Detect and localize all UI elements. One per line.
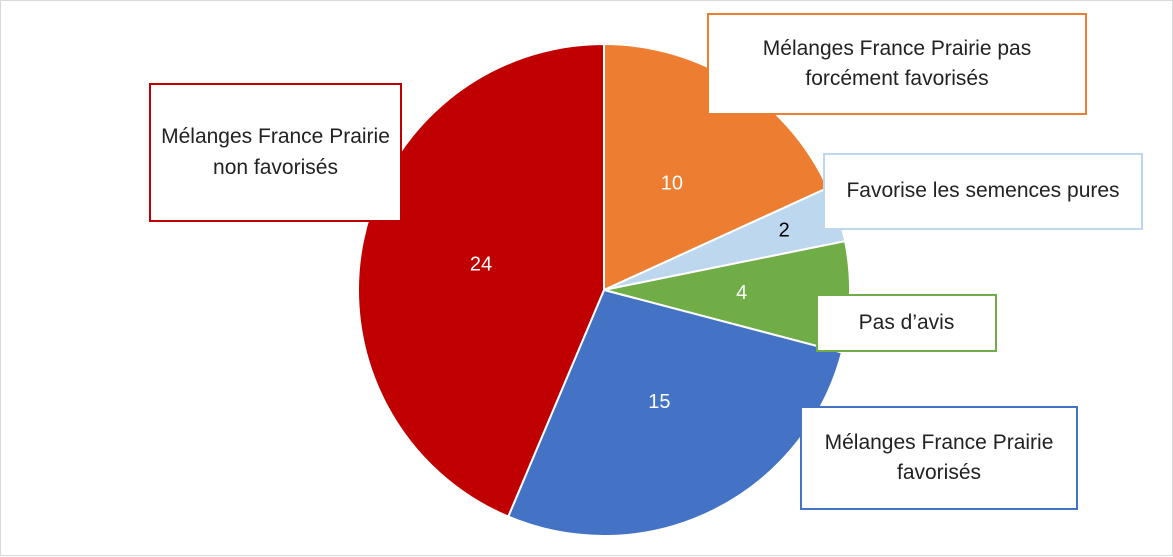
slice-value-label: 24 xyxy=(470,253,492,275)
slice-value-label: 10 xyxy=(661,173,683,195)
slice-value-label: 15 xyxy=(648,391,670,413)
slice-value-label: 4 xyxy=(736,282,747,304)
pie-slice xyxy=(357,42,605,518)
pie-slice xyxy=(506,288,844,537)
category-callout: Mélanges France Prairie favorisés xyxy=(800,406,1078,510)
category-callout: Pas d’avis xyxy=(816,294,997,352)
slice-value-label: 2 xyxy=(779,220,790,242)
category-callout: Mélanges France Prairie pas forcément fa… xyxy=(707,13,1087,115)
category-callout: Mélanges France Prairie non favorisés xyxy=(149,83,402,222)
category-callout: Favorise les semences pures xyxy=(823,153,1143,230)
